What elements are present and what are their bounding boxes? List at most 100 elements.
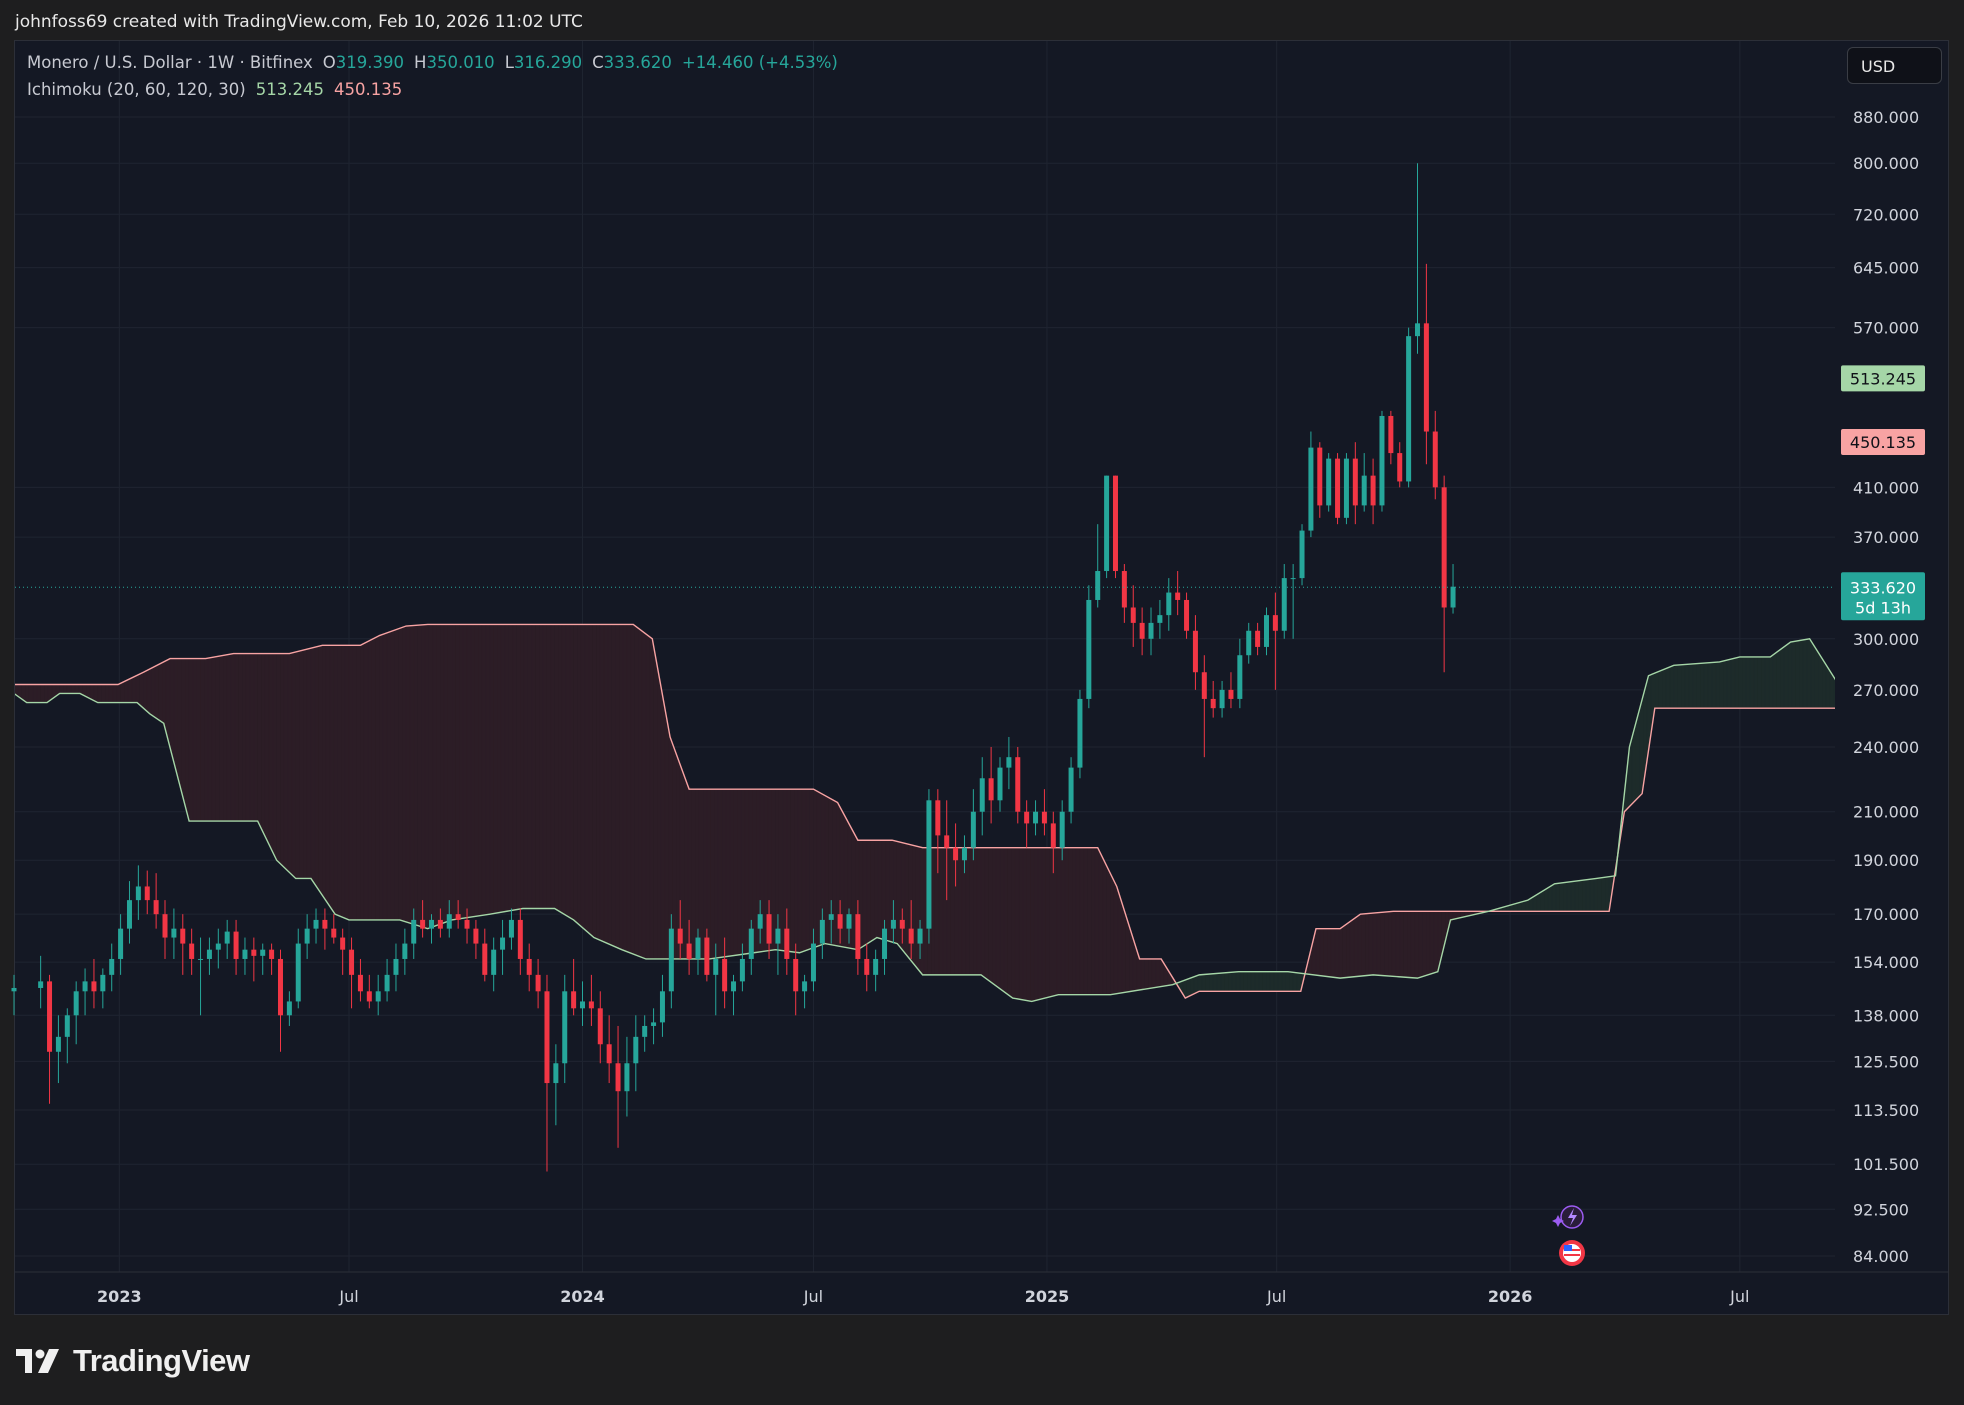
candle-body[interactable] (295, 943, 301, 1002)
candle-body[interactable] (873, 958, 879, 975)
symbol-name[interactable]: Monero / U.S. Dollar · 1W · Bitfinex (27, 53, 313, 72)
candle-body[interactable] (109, 958, 115, 975)
candle-body[interactable] (455, 914, 461, 920)
candle-body[interactable] (1184, 599, 1190, 631)
candle-body[interactable] (544, 991, 550, 1084)
candle-body[interactable] (420, 919, 426, 929)
candle-body[interactable] (1397, 453, 1403, 482)
candle-body[interactable] (118, 928, 124, 959)
candle-body[interactable] (535, 974, 541, 992)
candle-body[interactable] (944, 835, 950, 848)
candle-body[interactable] (473, 928, 479, 944)
candle-body[interactable] (349, 949, 355, 975)
candle-body[interactable] (64, 1015, 70, 1037)
candle-body[interactable] (242, 949, 248, 959)
candle-body[interactable] (908, 928, 914, 944)
candle-body[interactable] (695, 937, 701, 959)
candle-body[interactable] (277, 958, 283, 1016)
candle-body[interactable] (731, 981, 737, 992)
candle-body[interactable] (1281, 578, 1287, 631)
candle-body[interactable] (961, 847, 967, 861)
candle-body[interactable] (1006, 757, 1012, 768)
candle-body[interactable] (588, 1001, 594, 1009)
candle-body[interactable] (633, 1036, 639, 1064)
candle-body[interactable] (224, 931, 230, 944)
candle-body[interactable] (189, 943, 195, 959)
candle-body[interactable] (828, 914, 834, 920)
candle-body[interactable] (1112, 475, 1118, 572)
candle-body[interactable] (375, 991, 381, 1002)
candle-body[interactable] (482, 943, 488, 975)
candle-body[interactable] (979, 778, 985, 812)
candle-body[interactable] (935, 800, 941, 836)
candle-body[interactable] (144, 886, 150, 901)
candle-body[interactable] (775, 928, 781, 944)
candle-body[interactable] (1015, 757, 1021, 812)
candle-body[interactable] (233, 931, 239, 959)
candle-body[interactable] (286, 1001, 292, 1016)
candle-body[interactable] (1335, 458, 1341, 518)
candle-body[interactable] (651, 1022, 657, 1026)
candle-body[interactable] (428, 919, 434, 929)
candle-body[interactable] (1077, 698, 1083, 768)
candle-body[interactable] (260, 949, 266, 956)
candle-body[interactable] (402, 943, 408, 959)
candle-body[interactable] (1104, 475, 1110, 572)
candle-body[interactable] (1095, 571, 1101, 600)
candle-body[interactable] (1406, 336, 1412, 482)
candle-body[interactable] (1210, 698, 1216, 709)
candle-body[interactable] (810, 943, 816, 982)
candle-body[interactable] (269, 949, 275, 959)
candle-body[interactable] (793, 958, 799, 992)
indicator-legend[interactable]: Ichimoku (20, 60, 120, 30) 513.245 450.135 (27, 80, 402, 99)
candle-body[interactable] (713, 958, 719, 975)
candle-body[interactable] (1033, 811, 1039, 824)
candle-body[interactable] (171, 928, 177, 938)
currency-button[interactable]: USD (1847, 47, 1942, 84)
candle-body[interactable] (526, 958, 532, 975)
candle-body[interactable] (571, 991, 577, 1009)
candle-body[interactable] (1272, 615, 1278, 631)
candle-body[interactable] (846, 914, 852, 929)
candle-body[interactable] (55, 1036, 61, 1052)
candle-body[interactable] (1237, 655, 1243, 699)
candle-body[interactable] (757, 914, 763, 929)
candle-body[interactable] (890, 919, 896, 929)
candle-body[interactable] (1192, 630, 1198, 673)
candle-body[interactable] (47, 981, 53, 1052)
candle-body[interactable] (135, 886, 141, 901)
candle-body[interactable] (597, 1008, 603, 1045)
candle-body[interactable] (1201, 672, 1207, 699)
candle-body[interactable] (1370, 475, 1376, 506)
candle-body[interactable] (917, 928, 923, 944)
candle-body[interactable] (704, 937, 710, 975)
candle-body[interactable] (1246, 630, 1252, 656)
candle-body[interactable] (739, 958, 745, 982)
candle-body[interactable] (668, 928, 674, 992)
candle-body[interactable] (464, 919, 470, 929)
candle-body[interactable] (73, 991, 79, 1016)
candle-body[interactable] (553, 1063, 559, 1084)
candle-body[interactable] (1219, 689, 1225, 709)
candle-body[interactable] (1379, 415, 1385, 506)
candle-body[interactable] (1068, 767, 1074, 812)
candle-body[interactable] (313, 919, 319, 929)
candle-body[interactable] (1308, 447, 1314, 531)
candle-body[interactable] (1450, 586, 1456, 608)
candle-body[interactable] (91, 981, 97, 992)
candle-body[interactable] (100, 974, 106, 992)
candle-body[interactable] (580, 1001, 586, 1009)
candle-body[interactable] (722, 958, 728, 992)
candle-body[interactable] (1139, 622, 1145, 639)
candle-body[interactable] (988, 778, 994, 801)
candle-body[interactable] (1166, 592, 1172, 616)
candle-body[interactable] (1290, 578, 1296, 580)
candle-body[interactable] (393, 958, 399, 975)
candle-body[interactable] (606, 1044, 612, 1064)
candle-body[interactable] (331, 928, 337, 938)
candle-body[interactable] (1175, 592, 1181, 600)
candle-body[interactable] (491, 949, 497, 975)
candle-body[interactable] (864, 958, 870, 975)
candle-body[interactable] (446, 914, 452, 929)
candle-body[interactable] (659, 991, 665, 1023)
